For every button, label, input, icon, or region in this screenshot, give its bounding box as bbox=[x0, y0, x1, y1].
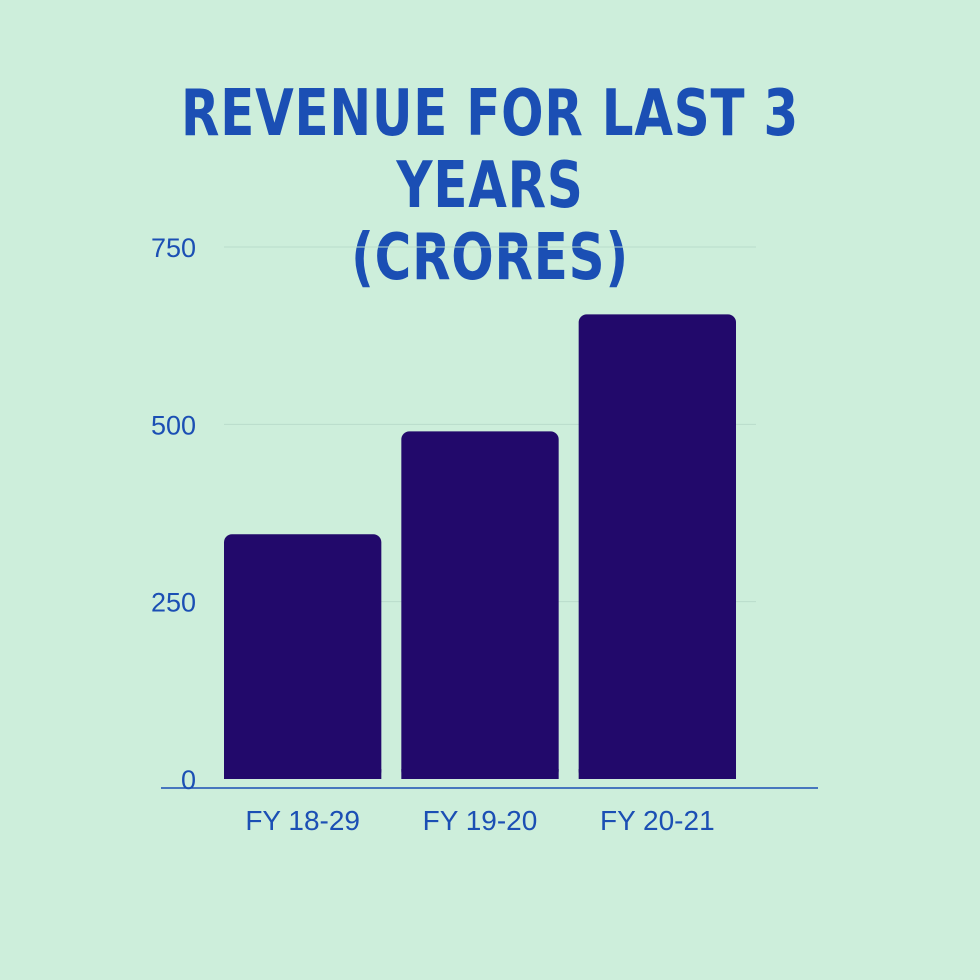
x-tick-label-2: FY 20-21 bbox=[600, 805, 715, 836]
bar-base-1 bbox=[401, 769, 559, 779]
y-tick-label-500: 500 bbox=[151, 410, 196, 440]
chart-title: REVENUE FOR LAST 3 YEARS (CRORES) bbox=[108, 78, 872, 294]
y-tick-label-750: 750 bbox=[151, 233, 196, 263]
x-tick-label-1: FY 19-20 bbox=[423, 805, 538, 836]
bar-fy-19-20 bbox=[401, 431, 559, 779]
chart-title-line-1: REVENUE FOR LAST 3 YEARS bbox=[180, 77, 800, 223]
x-tick-label-0: FY 18-29 bbox=[245, 805, 360, 836]
y-tick-label-250: 250 bbox=[151, 588, 196, 618]
y-tick-label-0: 0 bbox=[181, 765, 196, 795]
bar-base-0 bbox=[224, 769, 382, 779]
bar-base-2 bbox=[578, 769, 736, 779]
bar-fy-20-21 bbox=[578, 314, 736, 779]
chart-title-line-2: (CRORES) bbox=[351, 221, 629, 295]
bar-fy-18-29 bbox=[224, 534, 382, 779]
